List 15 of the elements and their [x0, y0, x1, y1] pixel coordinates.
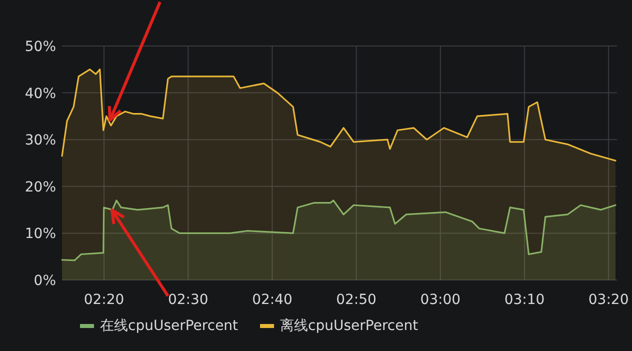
- y-tick-label: 10%: [24, 226, 56, 242]
- x-tick-label: 03:20: [588, 292, 629, 308]
- legend-label: 在线cpuUserPercent: [100, 318, 239, 334]
- x-tick-label: 03:10: [504, 292, 545, 308]
- x-tick-label: 02:20: [84, 292, 124, 308]
- x-tick-label: 03:00: [420, 292, 461, 308]
- x-tick-label: 02:40: [252, 292, 292, 308]
- y-tick-label: 30%: [24, 132, 56, 149]
- legend-label: 离线cpuUserPercent: [280, 318, 419, 334]
- y-tick-label: 0%: [34, 273, 56, 289]
- y-tick-label: 40%: [24, 86, 56, 102]
- x-tick-label: 02:50: [336, 292, 376, 308]
- y-tick-label: 20%: [24, 179, 56, 196]
- y-tick-label: 50%: [24, 39, 56, 55]
- x-tick-label: 02:30: [168, 292, 208, 308]
